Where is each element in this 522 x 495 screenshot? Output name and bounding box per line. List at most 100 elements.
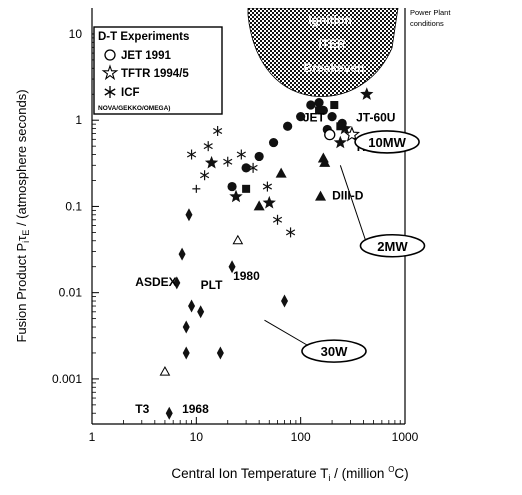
asterisk-stroke — [213, 127, 223, 134]
callout-leader — [264, 319, 310, 347]
power-plant-label: Power Plant — [410, 8, 451, 17]
point-label: PLT — [201, 278, 223, 292]
legend-jet: JET 1991 — [121, 50, 171, 62]
data-point-square — [336, 122, 345, 131]
asterisk-stroke — [236, 151, 246, 158]
data-point-open-triangle — [159, 366, 171, 376]
asterisk-stroke — [203, 143, 213, 150]
callout-label: 2MW — [377, 239, 408, 254]
axis-ticks: 1 10 100 1000 0.001 0.01 0.1 1 10 — [52, 27, 419, 444]
data-point-triangle — [315, 190, 327, 201]
data-point-diamond — [197, 305, 205, 319]
data-point-asterisk — [236, 149, 246, 160]
callout-label: 10MW — [368, 135, 406, 150]
data-point-asterisk — [186, 149, 197, 160]
point-label: ASDEX — [135, 275, 176, 289]
data-point-circle — [268, 137, 279, 148]
asterisk-stroke — [262, 183, 273, 190]
data-point-diamond — [216, 346, 224, 360]
y-tick-label: 0.001 — [52, 372, 82, 386]
data-point-circle — [254, 151, 264, 162]
data-point-diamond — [228, 260, 236, 274]
data-point-circle — [314, 97, 324, 108]
legend-icf: ICF — [121, 87, 140, 99]
y-tick-label: 10 — [69, 27, 83, 41]
x-tick-label: 1000 — [392, 430, 419, 444]
asterisk-stroke — [186, 151, 197, 158]
data-point-diamond — [281, 294, 289, 308]
callout-ellipse — [359, 233, 426, 258]
legend-open-circle — [104, 49, 116, 61]
callout-leader — [339, 165, 367, 241]
data-point-diamond — [165, 406, 173, 420]
data-point-plus — [192, 184, 201, 193]
data-point-open-triangle — [232, 234, 244, 245]
asterisk-stroke — [223, 158, 233, 165]
x-tick-label: 1 — [89, 430, 96, 444]
data-point-star — [262, 195, 276, 209]
data-points — [159, 87, 374, 420]
x-tick-label: 100 — [291, 430, 311, 444]
y-tick-label: 0.1 — [65, 199, 82, 213]
ignition-label: Ignition — [308, 13, 351, 27]
data-point-diamond — [185, 208, 193, 222]
data-point-diamond — [182, 320, 190, 334]
legend-icf-detail: NOVA/GEKKO/OMEGA) — [98, 105, 170, 112]
y-axis-title: Fusion Product PiτE / (atmosphere second… — [14, 89, 31, 342]
point-label: 1980 — [233, 269, 260, 283]
callout-ellipse — [354, 130, 420, 154]
data-point-star — [229, 189, 243, 203]
data-point-diamond — [173, 276, 181, 290]
asterisk-stroke — [199, 172, 210, 179]
data-point-circle — [296, 112, 306, 122]
data-point-asterisk — [199, 170, 210, 181]
data-point-asterisk — [272, 214, 283, 225]
data-point-square — [242, 184, 251, 193]
asterisk-stroke — [285, 229, 296, 236]
legend-open-star — [101, 64, 119, 81]
y-tick-label: 0.01 — [59, 286, 83, 300]
point-label: JET — [303, 111, 326, 125]
data-point-square — [315, 106, 324, 115]
point-label: T3 — [135, 402, 149, 416]
data-point-asterisk — [203, 141, 213, 152]
data-point-diamond — [178, 247, 186, 261]
legend-title: D-T Experiments — [98, 31, 189, 43]
data-point-triangle — [317, 152, 329, 163]
y-tick-label: 1 — [75, 113, 82, 127]
data-point-star — [333, 135, 347, 149]
data-point-star — [204, 155, 219, 169]
breakeven-label: Breakeven — [304, 61, 365, 75]
legend-tftr: TFTR 1994/5 — [121, 68, 189, 80]
x-axis-title: Central Ion Temperature Ti / (million OC… — [171, 465, 408, 483]
data-point-star — [360, 87, 374, 100]
data-point-square — [330, 101, 339, 110]
legend-asterisk — [104, 86, 116, 98]
data-point-triangle — [275, 167, 287, 178]
data-point-circle — [241, 163, 251, 173]
callout-ellipse — [301, 339, 367, 363]
data-point-circle — [327, 112, 337, 122]
ignition-region-shape — [247, 8, 399, 97]
data-point-circle — [283, 121, 293, 131]
data-point-circle — [306, 100, 316, 110]
point-label: DIII-D — [332, 189, 364, 203]
callout-label: 30W — [321, 344, 348, 359]
data-point-diamond — [182, 346, 190, 360]
data-point-asterisk — [285, 227, 296, 238]
power-plant-label-2: conditions — [410, 19, 444, 28]
asterisk-stroke — [248, 164, 258, 171]
data-point-circle — [227, 181, 237, 192]
data-point-triangle — [253, 200, 265, 211]
data-point-asterisk — [213, 125, 223, 136]
iter-label: ITER — [318, 37, 346, 51]
ignition-region — [247, 8, 399, 97]
point-label: JT-60U — [356, 111, 395, 125]
x-tick-label: 10 — [190, 430, 204, 444]
data-point-star — [338, 121, 352, 135]
point-label: 1968 — [182, 402, 209, 416]
legend: D-T Experiments JET 1991 TFTR 1994/5 ICF… — [93, 26, 223, 115]
data-point-diamond — [188, 299, 196, 313]
